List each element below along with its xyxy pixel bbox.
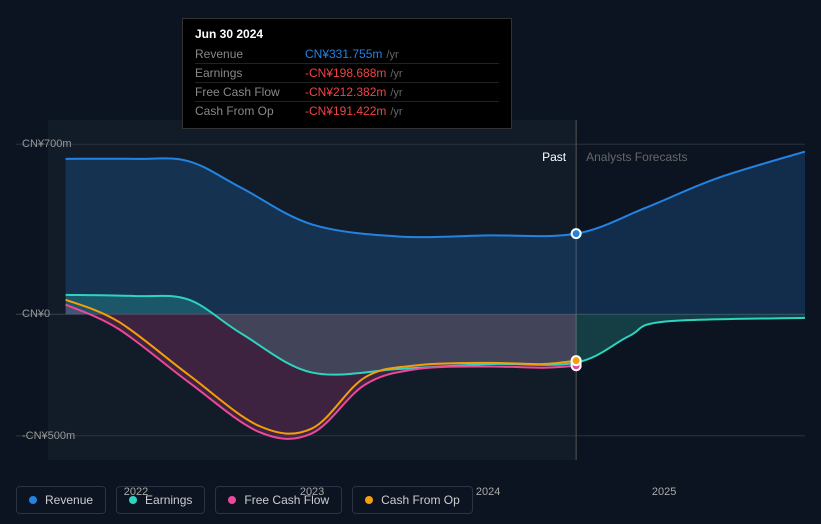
- y-axis-label: CN¥700m: [22, 138, 72, 150]
- x-axis-label: 2024: [476, 486, 500, 498]
- legend-item-label: Cash From Op: [381, 493, 460, 507]
- tooltip-row-value: -CN¥212.382m: [305, 85, 386, 99]
- y-axis-label: -CN¥500m: [22, 430, 75, 442]
- chart-tooltip: Jun 30 2024 RevenueCN¥331.755m/yrEarning…: [182, 18, 512, 129]
- legend-dot-icon: [228, 496, 236, 504]
- tooltip-row-label: Earnings: [195, 66, 305, 80]
- tooltip-row-label: Revenue: [195, 47, 305, 61]
- tooltip-row: RevenueCN¥331.755m/yr: [195, 45, 499, 63]
- legend-dot-icon: [365, 496, 373, 504]
- section-label-forecast: Analysts Forecasts: [586, 150, 687, 164]
- tooltip-row-label: Free Cash Flow: [195, 85, 305, 99]
- section-label-past: Past: [542, 150, 566, 164]
- tooltip-row-unit: /yr: [386, 49, 398, 61]
- tooltip-row: Cash From Op-CN¥191.422m/yr: [195, 101, 499, 120]
- legend-item-earnings[interactable]: Earnings: [116, 486, 205, 514]
- chart-canvas: [16, 120, 805, 460]
- legend-item-label: Earnings: [145, 493, 192, 507]
- tooltip-row: Free Cash Flow-CN¥212.382m/yr: [195, 82, 499, 101]
- x-axis-label: 2025: [652, 486, 676, 498]
- tooltip-row-unit: /yr: [390, 87, 402, 99]
- tooltip-row-value: -CN¥191.422m: [305, 104, 386, 118]
- legend-dot-icon: [29, 496, 37, 504]
- legend-item-label: Free Cash Flow: [244, 493, 329, 507]
- legend-dot-icon: [129, 496, 137, 504]
- y-axis-label: CN¥0: [22, 308, 50, 320]
- tooltip-row-value: -CN¥198.688m: [305, 66, 386, 80]
- tooltip-row-unit: /yr: [390, 106, 402, 118]
- tooltip-row-label: Cash From Op: [195, 104, 305, 118]
- legend-item-revenue[interactable]: Revenue: [16, 486, 106, 514]
- tooltip-row: Earnings-CN¥198.688m/yr: [195, 63, 499, 82]
- chart-legend: Revenue Earnings Free Cash Flow Cash From O…: [16, 486, 473, 514]
- legend-item-cfo[interactable]: Cash From Op: [352, 486, 473, 514]
- legend-item-label: Revenue: [45, 493, 93, 507]
- tooltip-row-unit: /yr: [390, 68, 402, 80]
- financials-chart[interactable]: CN¥700m CN¥0 -CN¥500m Past Analysts Foreca…: [16, 120, 805, 480]
- tooltip-row-value: CN¥331.755m: [305, 47, 382, 61]
- tooltip-date: Jun 30 2024: [195, 27, 499, 41]
- legend-item-fcf[interactable]: Free Cash Flow: [215, 486, 342, 514]
